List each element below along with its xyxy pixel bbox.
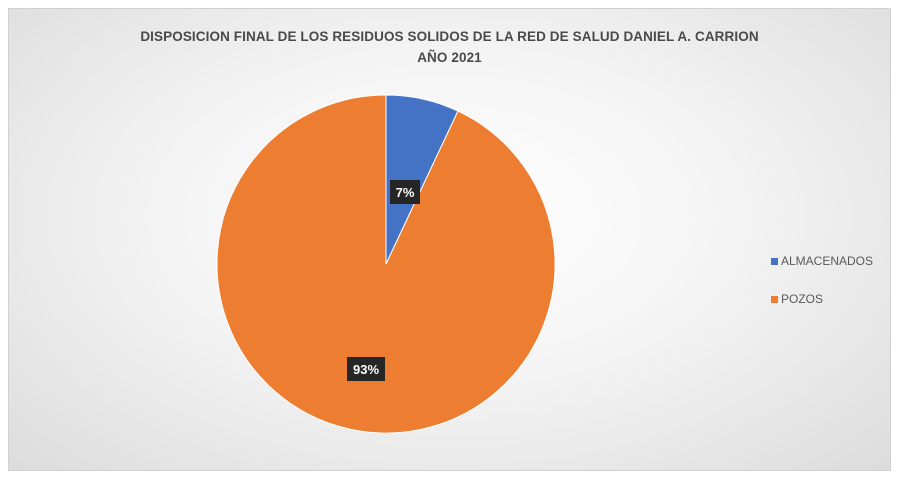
- data-label-almacenados: 7%: [390, 180, 420, 204]
- data-label-box: [390, 180, 420, 204]
- chart-title-line-2: AÑO 2021: [417, 50, 482, 65]
- pie-slice-pozos: [216, 94, 556, 434]
- data-label-text: 7%: [396, 185, 415, 200]
- legend-item-almacenados: ALMACENADOS: [771, 251, 873, 271]
- chart-title-line-1: DISPOSICION FINAL DE LOS RESIDUOS SOLIDO…: [140, 29, 759, 44]
- chart-title: DISPOSICION FINAL DE LOS RESIDUOS SOLIDO…: [0, 26, 899, 68]
- data-label-pozos: 93%: [347, 357, 385, 381]
- legend-label-almacenados: ALMACENADOS: [781, 254, 874, 268]
- data-label-text: 93%: [353, 362, 379, 377]
- data-label-box: [347, 357, 385, 381]
- legend-swatch-almacenados: [771, 257, 778, 265]
- legend-item-pozos: POZOS: [771, 289, 873, 309]
- legend-label-pozos: POZOS: [781, 292, 824, 306]
- legend-swatch-pozos: [771, 295, 778, 303]
- legend: ALMACENADOS POZOS: [771, 251, 873, 327]
